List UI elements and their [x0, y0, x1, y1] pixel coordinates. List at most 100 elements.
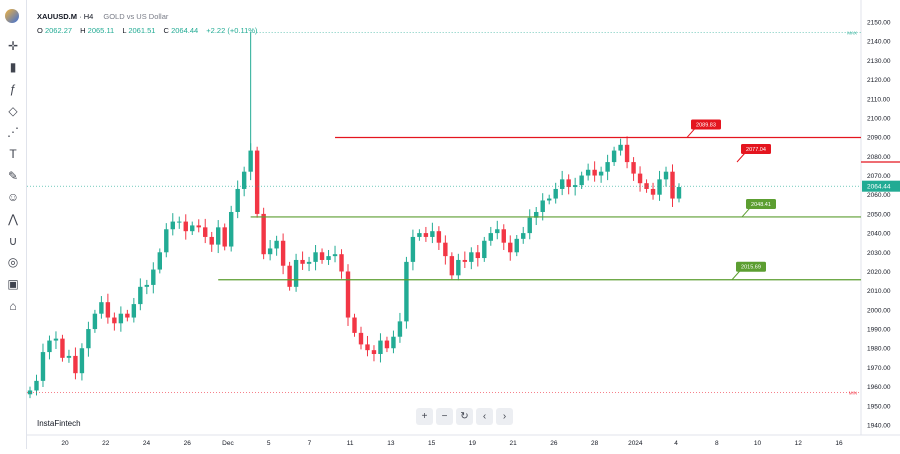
candle-body	[339, 254, 344, 272]
candle-body	[559, 179, 565, 189]
candle-body	[267, 248, 273, 255]
candle-body	[624, 144, 630, 163]
symbol-description: GOLD vs US Dollar	[103, 12, 169, 21]
candle-body	[495, 229, 500, 234]
candle-body	[384, 340, 390, 349]
candle-body	[371, 350, 377, 354]
candle-body	[112, 317, 117, 324]
brush-icon[interactable]: ✎	[7, 169, 19, 183]
candles-icon[interactable]: ▮	[9, 60, 17, 74]
candle-body	[449, 256, 455, 276]
lock-icon[interactable]: ◎	[7, 255, 19, 269]
reset-chart-button[interactable]: ↻	[456, 408, 473, 425]
candle-body	[508, 242, 513, 253]
symbol-name: XAUUSD.M	[37, 12, 78, 21]
low-label: L	[122, 26, 127, 35]
candle-body	[131, 304, 137, 318]
candle-body	[572, 185, 578, 188]
candle-body	[430, 231, 435, 237]
price-chart[interactable]: 2150.00 2140.00 2130.00 2120.00 2110.00 2100.…	[27, 0, 900, 449]
crosshair-icon[interactable]: ✛	[7, 39, 19, 53]
open-label: O	[37, 26, 43, 35]
fx-icon[interactable]: ƒ	[9, 82, 17, 96]
y-tick-label: 2140.00	[867, 39, 891, 46]
support-1-callout-label: 2048.41	[751, 202, 771, 208]
high-value: 2065.11	[87, 26, 115, 35]
scroll-right-button[interactable]: ›	[496, 408, 513, 425]
x-tick-label: 5	[267, 440, 271, 447]
candle-body	[241, 171, 247, 189]
resistance-1-callout-label: 2089.83	[696, 122, 716, 128]
candle-body	[598, 171, 604, 176]
scroll-left-button[interactable]: ‹	[476, 408, 493, 425]
candle-body	[118, 313, 124, 324]
candle-body	[514, 238, 519, 253]
candle-body	[326, 256, 331, 260]
trash-icon[interactable]: ▣	[7, 277, 19, 291]
candle-body	[585, 169, 591, 176]
candle-body	[203, 227, 208, 237]
candle-body	[644, 183, 649, 189]
candle-body	[293, 259, 299, 287]
zoom-out-button[interactable]: −	[436, 408, 453, 425]
current-price-label: 2064.44	[867, 184, 891, 191]
candle-body	[618, 144, 623, 151]
support-2-callout-label: 2015.69	[741, 265, 761, 271]
candle-body	[196, 225, 201, 228]
timeframe[interactable]: H4	[83, 12, 94, 21]
x-tick-label: 12	[795, 440, 803, 447]
smile-icon[interactable]: ☺	[6, 190, 20, 204]
y-tick-label: 2130.00	[867, 58, 891, 65]
x-tick-label: 20	[61, 440, 69, 447]
y-tick-label: 2010.00	[867, 288, 891, 295]
x-tick-label: 22	[102, 440, 110, 447]
x-tick-label: 28	[591, 440, 599, 447]
chart-area[interactable]: 2150.00 2140.00 2130.00 2120.00 2110.00 2100.…	[27, 0, 900, 449]
y-tick-label: 2040.00	[867, 231, 891, 238]
candle-body	[553, 188, 558, 199]
y-tick-label: 1990.00	[867, 327, 891, 334]
candle-body	[254, 150, 260, 214]
candle-body	[443, 242, 448, 257]
pattern-icon[interactable]: ⋰	[7, 125, 19, 139]
candle-body	[53, 338, 59, 341]
candle-body	[397, 321, 403, 337]
x-tick-label: 26	[184, 440, 192, 447]
y-tick-label: 2080.00	[867, 154, 891, 161]
candle-body	[527, 217, 532, 234]
x-tick-label: 8	[715, 440, 719, 447]
candle-body	[313, 252, 318, 262]
x-tick-label: 24	[143, 440, 151, 447]
current-price-tag	[862, 180, 900, 192]
candle-body	[345, 271, 351, 318]
candle-body	[456, 259, 461, 276]
candle-body	[352, 317, 357, 333]
candle-body	[164, 229, 169, 253]
ohlc-readout: O 2062.27 H 2065.11 L 2061.51 C 2064.44 …	[37, 26, 257, 35]
text-icon[interactable]: T	[9, 147, 17, 161]
candle-body	[423, 233, 429, 237]
candle-body	[547, 198, 552, 201]
x-tick-label: 21	[509, 440, 517, 447]
y-tick-label: 2120.00	[867, 77, 891, 84]
candle-body	[300, 259, 305, 264]
measure-icon[interactable]: ⋀	[8, 212, 18, 226]
candle-body	[404, 261, 409, 322]
x-tick-label: 15	[428, 440, 436, 447]
candle-body	[579, 175, 584, 186]
bars-icon[interactable]: ◇	[8, 104, 18, 118]
candle-body	[417, 233, 422, 237]
x-tick-label: 13	[387, 440, 395, 447]
resistance-2-callout-label: 2077.04	[746, 147, 766, 153]
zoom-in-button[interactable]: +	[416, 408, 433, 425]
magnet-icon[interactable]: ∪	[8, 234, 18, 248]
camera-icon[interactable]: ⌂	[9, 299, 17, 313]
x-tick-label: 19	[469, 440, 477, 447]
candle-body	[222, 227, 227, 247]
candle-body	[540, 200, 545, 212]
y-tick-label: 2000.00	[867, 307, 891, 314]
support-2-callout-pointer	[731, 270, 741, 281]
candle-body	[410, 236, 416, 262]
y-tick-label: 1970.00	[867, 365, 891, 372]
high-marker-label: MAX	[847, 31, 857, 36]
